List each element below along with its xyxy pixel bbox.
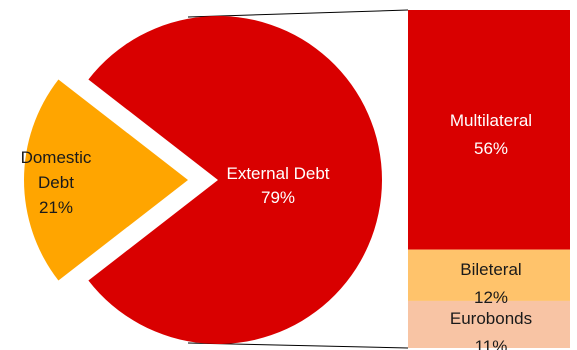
- pie-label-external-debt-line: 79%: [261, 188, 295, 207]
- bar-label-multilateral-line: 56%: [474, 139, 508, 158]
- bar-segment-eurobonds: [408, 300, 570, 348]
- pie-label-domestic-debt-line: Debt: [38, 173, 74, 192]
- bar-label-bileteral-line: 12%: [474, 288, 508, 307]
- bar-label-multilateral: Multilateral 56%: [450, 111, 532, 158]
- pie-slice-external-debt: [88, 15, 383, 344]
- bar-label-eurobonds-line: 11%: [475, 337, 508, 350]
- pie-label-external-debt-line: External Debt: [227, 164, 330, 183]
- bar-label-eurobonds: Eurobonds 11%: [450, 309, 532, 350]
- data-labels: External Debt 79% Domestic Debt 21% Multilate…: [21, 111, 533, 350]
- bar-label-multilateral-line: Multilateral: [450, 111, 532, 130]
- pie-label-domestic-debt: Domestic Debt 21%: [21, 148, 92, 217]
- bar-label-eurobonds-line: Eurobonds: [450, 309, 532, 328]
- main-pie: [24, 15, 383, 344]
- bar-label-bileteral-line: Bileteral: [460, 260, 521, 279]
- breakdown-bar: [408, 10, 570, 348]
- bar-segment-bileteral: [408, 249, 570, 301]
- bar-label-bileteral: Bileteral 12%: [460, 260, 521, 307]
- pie-label-domestic-debt-line: Domestic: [21, 148, 92, 167]
- connector-line-top: [187, 9, 409, 18]
- bar-segment-multilateral: [408, 10, 570, 250]
- pie-label-domestic-debt-line: 21%: [39, 198, 73, 217]
- pie-label-external-debt: External Debt 79%: [227, 164, 330, 207]
- pie-slice-domestic-debt: [24, 79, 189, 281]
